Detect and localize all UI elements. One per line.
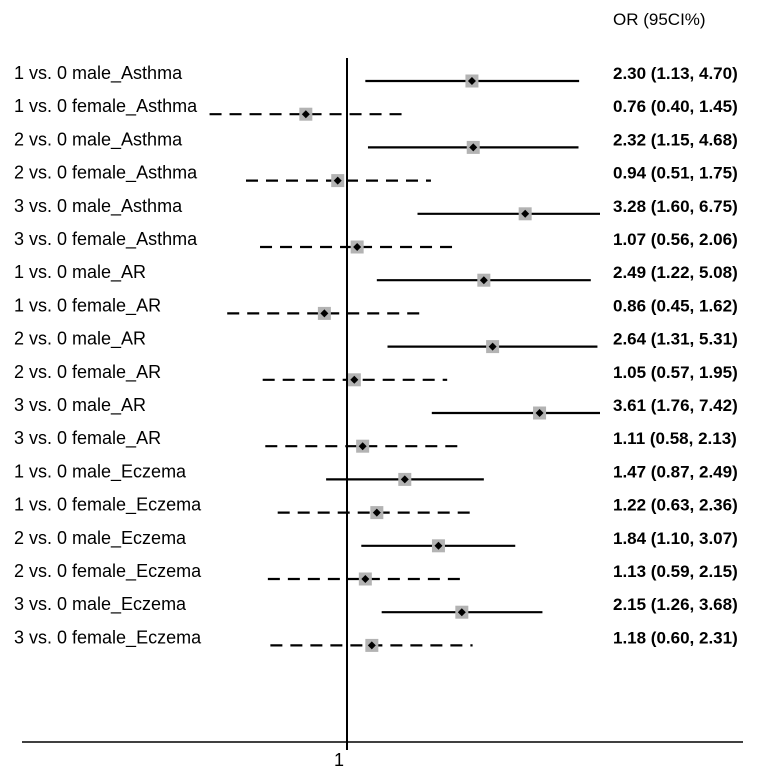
or-value-label: 3.61 (1.76, 7.42) bbox=[613, 396, 738, 415]
point-estimate-marker bbox=[353, 243, 362, 251]
point-estimate-marker bbox=[469, 143, 478, 152]
row-label: 3 vs. 0 female_Eczema bbox=[14, 627, 202, 648]
row-label: 3 vs. 0 female_AR bbox=[14, 428, 161, 449]
or-value-label: 1.05 (0.57, 1.95) bbox=[613, 363, 738, 382]
point-estimate-marker bbox=[333, 176, 342, 185]
row-label: 1 vs. 0 female_AR bbox=[14, 295, 161, 316]
or-value-label: 1.22 (0.63, 2.36) bbox=[613, 496, 738, 515]
or-value-label: 2.64 (1.31, 5.31) bbox=[613, 330, 738, 349]
or-value-label: 0.86 (0.45, 1.62) bbox=[613, 296, 738, 315]
or-column-header: OR (95CI%) bbox=[613, 10, 706, 29]
point-estimate-marker bbox=[350, 375, 359, 384]
row-label: 2 vs. 0 female_AR bbox=[14, 362, 161, 383]
row-label: 2 vs. 0 female_Eczema bbox=[14, 561, 202, 582]
row-label: 1 vs. 0 female_Asthma bbox=[14, 96, 198, 117]
row-label: 3 vs. 0 female_Asthma bbox=[14, 229, 198, 250]
row-label: 3 vs. 0 male_Asthma bbox=[14, 196, 183, 217]
point-estimate-marker bbox=[479, 276, 488, 285]
row-label: 1 vs. 0 male_Eczema bbox=[14, 461, 187, 482]
or-value-label: 1.18 (0.60, 2.31) bbox=[613, 628, 738, 647]
or-value-label: 1.07 (0.56, 2.06) bbox=[613, 230, 738, 249]
point-estimate-marker bbox=[521, 209, 530, 218]
row-label: 3 vs. 0 male_AR bbox=[14, 395, 146, 416]
row-label: 1 vs. 0 male_AR bbox=[14, 262, 146, 283]
or-value-label: 1.84 (1.10, 3.07) bbox=[613, 529, 738, 548]
point-estimate-marker bbox=[372, 508, 381, 517]
or-value-label: 2.30 (1.13, 4.70) bbox=[613, 64, 738, 83]
row-label: 3 vs. 0 male_Eczema bbox=[14, 594, 187, 615]
or-value-label: 1.11 (0.58, 2.13) bbox=[613, 429, 737, 448]
row-label: 2 vs. 0 male_Eczema bbox=[14, 528, 187, 549]
or-value-label: 1.13 (0.59, 2.15) bbox=[613, 562, 738, 581]
or-value-label: 0.94 (0.51, 1.75) bbox=[613, 164, 738, 183]
row-label: 1 vs. 0 male_Asthma bbox=[14, 63, 183, 84]
point-estimate-marker bbox=[434, 541, 443, 550]
point-estimate-marker bbox=[535, 409, 544, 417]
point-estimate-marker bbox=[400, 475, 409, 484]
or-value-label: 2.15 (1.26, 3.68) bbox=[613, 595, 738, 614]
or-value-label: 0.76 (0.40, 1.45) bbox=[613, 97, 738, 116]
or-value-label: 1.47 (0.87, 2.49) bbox=[613, 462, 738, 481]
point-estimate-marker bbox=[301, 110, 310, 119]
x-tick-label: 1 bbox=[334, 750, 344, 768]
or-value-label: 3.28 (1.60, 6.75) bbox=[613, 197, 738, 216]
point-estimate-marker bbox=[367, 641, 376, 650]
row-label: 1 vs. 0 female_Eczema bbox=[14, 495, 202, 516]
row-label: 2 vs. 0 male_Asthma bbox=[14, 129, 183, 150]
point-estimate-marker bbox=[467, 77, 476, 85]
forest-rows: 1 vs. 0 male_Asthma 2.30 (1.13, 4.70) 1 vs… bbox=[14, 63, 738, 652]
or-value-label: 2.32 (1.15, 4.68) bbox=[613, 130, 738, 149]
point-estimate-marker bbox=[361, 575, 370, 583]
row-label: 2 vs. 0 male_AR bbox=[14, 329, 146, 350]
point-estimate-marker bbox=[457, 608, 466, 617]
point-estimate-marker bbox=[488, 342, 497, 351]
point-estimate-marker bbox=[358, 442, 367, 451]
row-label: 2 vs. 0 female_Asthma bbox=[14, 163, 198, 184]
or-value-label: 2.49 (1.22, 5.08) bbox=[613, 263, 738, 282]
point-estimate-marker bbox=[320, 309, 329, 318]
